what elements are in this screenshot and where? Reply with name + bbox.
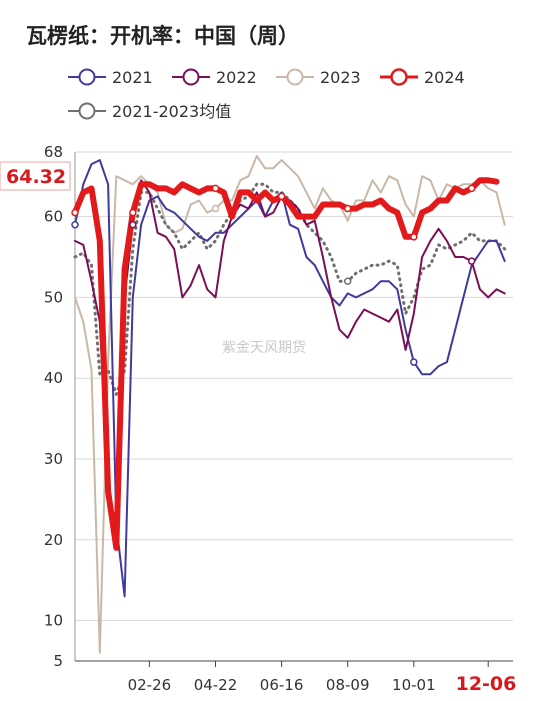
legend-item-average[interactable]: 2021-2023均值 (68, 102, 231, 121)
series-point (211, 204, 220, 213)
y-tick-label: 10 (44, 612, 63, 630)
x-tick-label: 04-22 (194, 676, 238, 694)
legend-label-2023: 2023 (320, 68, 361, 87)
y-tick-label: 60 (44, 208, 63, 226)
y-tick-label: 50 (44, 288, 63, 306)
chart-title: 瓦楞纸：开机率：中国（周） (26, 23, 299, 48)
y-tick-label: 30 (44, 450, 63, 468)
series-point (71, 220, 79, 229)
series-point (467, 257, 476, 265)
series-line-2024 (72, 177, 500, 551)
latest-value-marker: 64.32 (0, 161, 71, 191)
series-point (277, 192, 286, 201)
y-tick-label: 40 (44, 369, 63, 387)
x-tick-label: 06-16 (260, 676, 304, 694)
series-point (410, 233, 418, 241)
series-point (410, 358, 418, 366)
series-point (129, 208, 137, 217)
legend-label-2024: 2024 (424, 68, 465, 87)
legend-item-2021[interactable]: 2021 (68, 68, 153, 87)
y-tick-label: 5 (53, 652, 63, 670)
series-point (343, 204, 352, 213)
legend-label-average: 2021-2023均值 (112, 102, 231, 121)
legend-label-2021: 2021 (112, 68, 153, 87)
series-point (343, 277, 352, 286)
series-point (129, 220, 137, 229)
series-point (467, 184, 476, 193)
latest-value-label: 64.32 (6, 166, 66, 188)
y-tick-label: 68 (44, 143, 63, 161)
y-tick-label: 20 (44, 531, 63, 549)
x-tick-label: 10-01 (392, 676, 436, 694)
x-tick-label: 08-09 (326, 676, 370, 694)
legend: 2021 2022 2023 2024 2021-2023均值 (68, 68, 465, 121)
x-axis: 02-26 04-22 06-16 08-09 10-01 12-06 (75, 660, 517, 695)
legend-item-2023[interactable]: 2023 (276, 68, 361, 87)
series-point (211, 184, 220, 193)
legend-label-2022: 2022 (216, 68, 257, 87)
plot-area (71, 155, 507, 654)
y-axis: 5 10 20 30 40 50 60 68 (44, 143, 76, 670)
x-tick-label: 12-06 (456, 673, 517, 695)
legend-item-2024[interactable]: 2024 (380, 68, 465, 87)
series-line-2021 (74, 159, 506, 598)
series-point (71, 208, 79, 217)
legend-item-2022[interactable]: 2022 (172, 68, 257, 87)
x-tick-label: 02-26 (128, 676, 172, 694)
watermark: 紫金天风期货 (222, 339, 306, 356)
series-line-2021-2023均值 (73, 182, 507, 396)
